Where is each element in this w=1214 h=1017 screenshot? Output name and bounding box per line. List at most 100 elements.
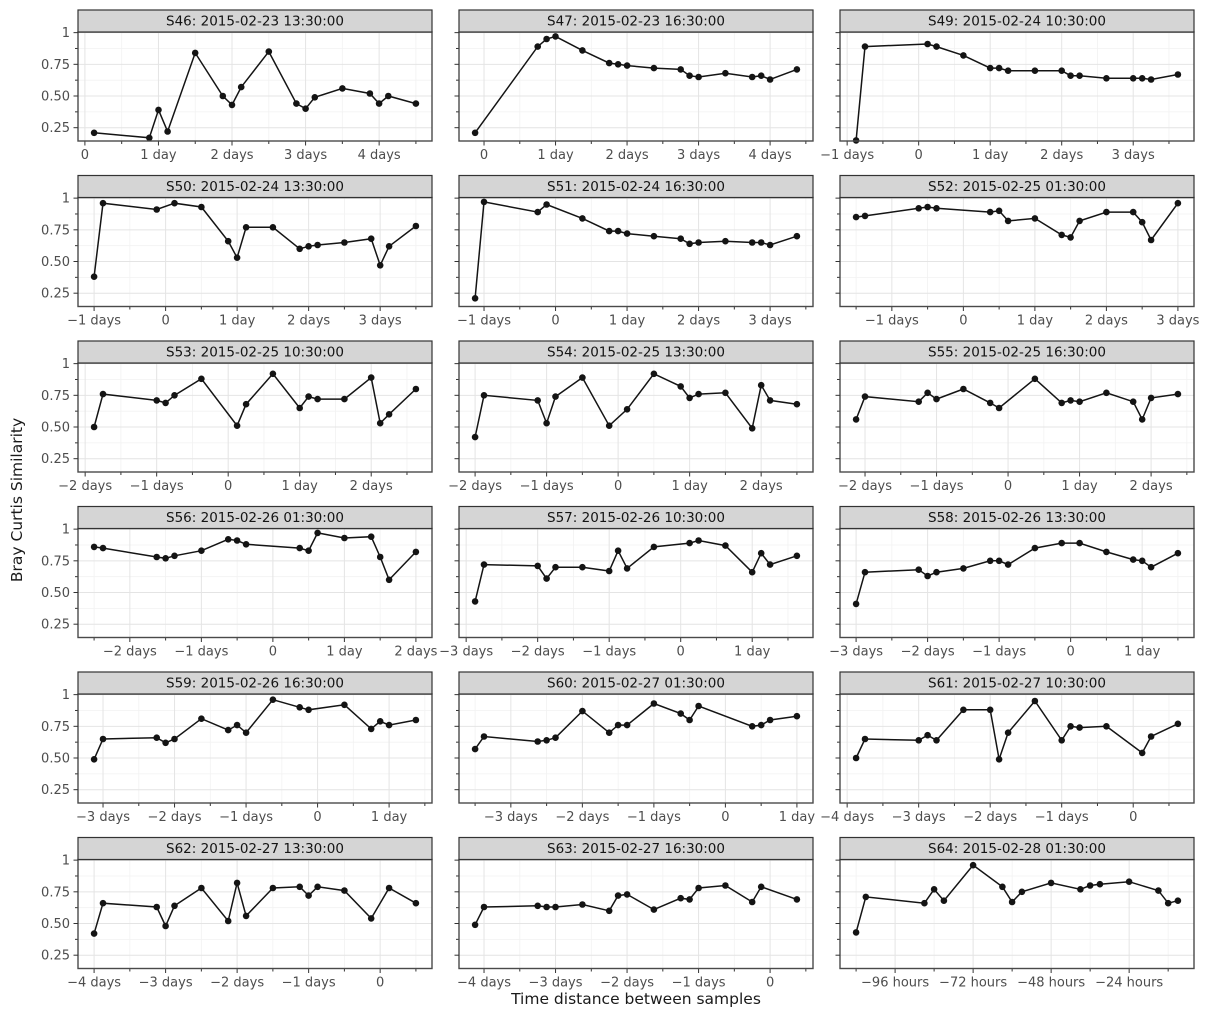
y-tick-label: 1: [62, 192, 70, 207]
x-tick-label: −3 days: [484, 810, 538, 825]
x-tick-label: 1 day: [609, 314, 646, 329]
data-point: [614, 892, 622, 899]
data-point: [471, 295, 479, 302]
data-point: [915, 737, 922, 744]
data-point: [995, 64, 1003, 72]
data-point: [1164, 899, 1172, 907]
data-point: [1004, 217, 1012, 225]
data-point: [924, 40, 931, 48]
data-point: [1129, 208, 1137, 216]
x-tick-label: −1 days: [820, 148, 874, 163]
data-point: [1031, 67, 1039, 74]
data-point: [233, 254, 241, 261]
data-point: [605, 422, 613, 430]
facet-S60: S60: 2015-02-27 01:30:00 −3 days −2 days −1…: [454, 671, 815, 825]
x-tick-label: 1 day: [219, 314, 256, 329]
x-tick-label: 2 days: [394, 645, 437, 660]
data-point: [471, 745, 479, 753]
data-point: [933, 43, 940, 50]
facet-panel: [459, 694, 813, 803]
data-point: [1147, 563, 1155, 571]
facet-S55: S55: 2015-02-25 16:30:00 −2 days −1 days 0 1…: [835, 340, 1195, 494]
data-point: [376, 718, 384, 725]
data-point: [995, 756, 1003, 763]
data-point: [367, 235, 375, 242]
x-tick-label: 2 days: [606, 148, 649, 163]
data-point: [695, 239, 702, 246]
data-point: [224, 237, 232, 245]
data-point: [579, 215, 586, 222]
data-point: [695, 537, 702, 544]
x-tick-label: 0: [376, 976, 384, 991]
data-point: [1076, 217, 1083, 225]
data-point: [1103, 548, 1110, 556]
data-point: [233, 721, 241, 729]
data-point: [757, 721, 765, 729]
facet-title: S47: 2015-02-23 16:30:00: [547, 14, 725, 30]
facet-title: S57: 2015-02-26 10:30:00: [547, 510, 725, 526]
data-point: [90, 423, 98, 431]
data-point: [722, 882, 729, 889]
data-point: [686, 72, 693, 79]
data-point: [305, 892, 312, 899]
data-point: [385, 721, 393, 729]
x-tick-label: −1 days: [627, 810, 681, 825]
x-tick-label: 1 day: [671, 479, 708, 494]
data-point: [623, 62, 631, 69]
facet-panel: [840, 197, 1194, 307]
x-tick-label: −3 days: [76, 810, 130, 825]
data-point: [748, 239, 756, 246]
data-point: [986, 399, 994, 407]
facet-panel: [78, 363, 432, 472]
data-point: [341, 701, 348, 709]
x-tick-label: −2 days: [901, 645, 955, 660]
data-point: [341, 534, 348, 542]
data-point: [650, 906, 658, 913]
data-point: [265, 48, 273, 55]
data-point: [748, 73, 756, 81]
y-axis-title: Bray Curtis Similarity: [8, 417, 26, 583]
data-point: [90, 273, 98, 281]
x-tick-label: 2 days: [1085, 314, 1128, 329]
data-point: [686, 896, 693, 903]
facet-strip: [458, 340, 814, 364]
data-point: [924, 731, 931, 739]
data-point: [171, 552, 178, 560]
facet-strip: [77, 836, 433, 861]
data-point: [623, 891, 631, 898]
data-point: [1067, 234, 1074, 241]
x-tick-label: 0: [224, 479, 232, 494]
data-point: [861, 43, 869, 50]
data-point: [1008, 898, 1016, 906]
data-point: [757, 239, 765, 246]
data-point: [233, 537, 241, 544]
data-point: [766, 716, 774, 724]
data-point: [793, 712, 801, 720]
data-point: [296, 883, 304, 891]
facet-title: S51: 2015-02-24 16:30:00: [547, 179, 725, 195]
data-point: [1096, 880, 1104, 888]
data-point: [534, 43, 541, 50]
data-point: [940, 897, 948, 904]
data-point: [534, 738, 541, 745]
data-point: [366, 90, 374, 97]
data-point: [1031, 375, 1039, 383]
facet-strip: [839, 340, 1195, 364]
data-point: [480, 392, 488, 399]
data-point: [146, 134, 153, 142]
facet-strip: [77, 505, 433, 530]
data-point: [695, 884, 702, 892]
data-point: [1138, 75, 1146, 82]
facet-S50: S50: 2015-02-24 13:30:00 −1 days 0 1 day 2 d…: [41, 174, 433, 329]
data-point: [1004, 729, 1012, 736]
x-tick-label: −1 days: [219, 810, 273, 825]
data-point: [1067, 723, 1074, 730]
data-point: [375, 100, 383, 107]
data-point: [269, 696, 277, 703]
data-point: [933, 568, 940, 576]
data-point: [933, 737, 940, 744]
data-point: [164, 128, 171, 135]
data-point: [605, 567, 613, 575]
x-tick-label: −2 days: [148, 810, 202, 825]
